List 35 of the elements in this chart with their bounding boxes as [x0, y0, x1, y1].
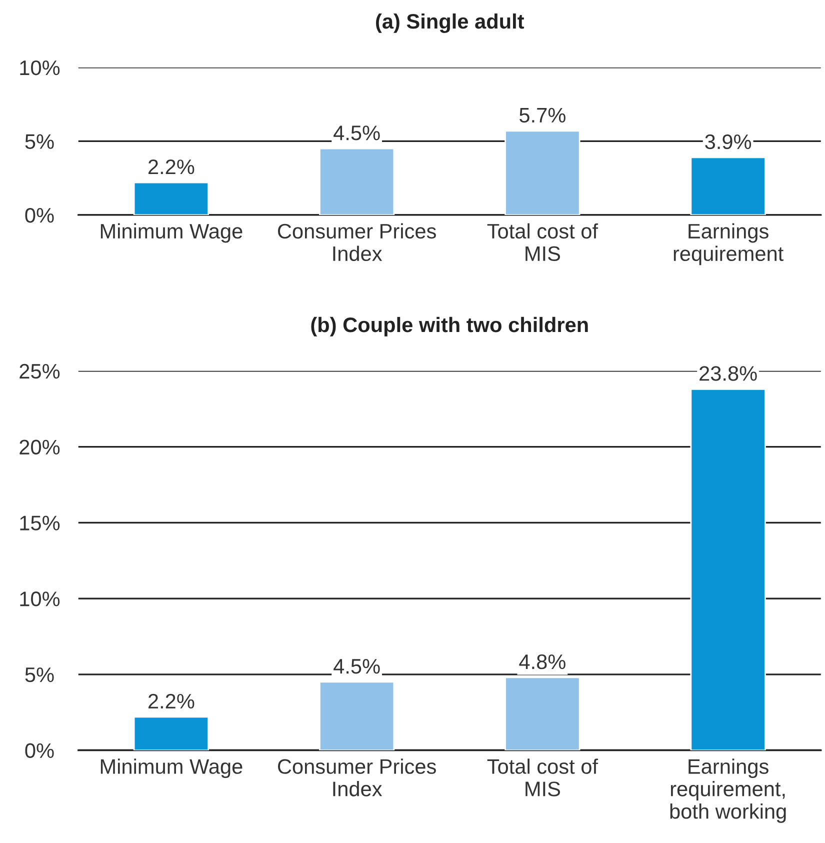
data-label: 2.2%	[148, 694, 194, 709]
data-label: 4.5%	[334, 126, 380, 140]
x-tick-label: Total cost of MIS	[487, 758, 598, 796]
x-tick-label: Earnings requirement	[674, 223, 784, 266]
x-tick-label: Consumer Prices Index	[278, 223, 436, 262]
y-tick-label: 20%	[20, 440, 60, 455]
bar	[318, 148, 395, 215]
y-tick-label: 5%	[25, 134, 54, 149]
y-tick-label: 5%	[25, 667, 54, 682]
y-tick-label: 25%	[20, 364, 60, 379]
bar	[133, 716, 210, 750]
data-label: 3.9%	[705, 134, 752, 150]
x-tick-label: Consumer Prices Index	[278, 758, 436, 796]
bar	[504, 676, 580, 750]
x-tick-label: Total cost of MIS	[487, 223, 598, 262]
data-label: 5.7%	[520, 108, 566, 123]
chart-title: (b) Couple with two children	[311, 316, 588, 336]
bar	[133, 182, 210, 215]
data-label: 23.8%	[700, 366, 757, 381]
y-tick-label: 10%	[20, 60, 60, 76]
x-tick-label: Minimum Wage	[100, 758, 242, 778]
bar	[318, 681, 395, 750]
y-tick-label: 15%	[20, 516, 60, 530]
chart-title: (a) Single adult	[376, 13, 524, 33]
y-tick-label: 0%	[25, 743, 54, 758]
bar	[690, 388, 766, 750]
data-label: 4.8%	[519, 654, 566, 670]
bar	[690, 156, 766, 215]
data-label: 2.2%	[148, 159, 194, 174]
x-tick-label: Minimum Wage	[100, 223, 242, 243]
data-label: 4.5%	[334, 659, 380, 674]
x-tick-label: Earnings requirement, both working	[670, 758, 786, 823]
y-tick-label: 10%	[20, 592, 60, 606]
y-tick-label: 0%	[25, 208, 54, 223]
bar	[504, 130, 580, 215]
